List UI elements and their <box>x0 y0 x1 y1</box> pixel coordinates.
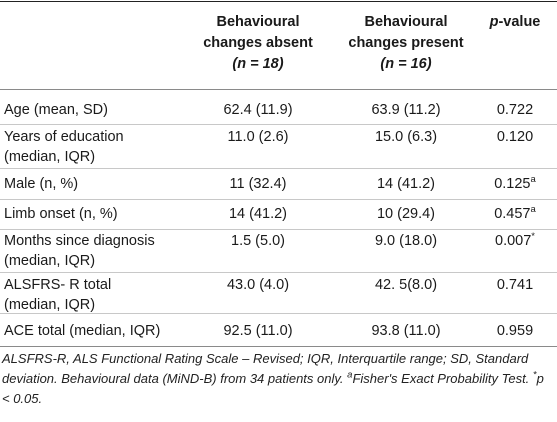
cell-present: 42. 5(8.0) <box>374 277 438 293</box>
cell-pvalue: 0.125a <box>474 174 556 194</box>
row-divider <box>0 199 557 200</box>
cell-pvalue: 0.741 <box>474 275 556 295</box>
header-present-line2: changes present <box>348 35 464 51</box>
header-present: Behavioural changes present (n = 16) <box>326 12 486 75</box>
header-pvalue-p: p <box>489 14 499 30</box>
row-label: ALSFRS- R total (median, IQR) <box>4 275 204 315</box>
row-label-line2: (median, IQR) <box>4 297 96 313</box>
cell-absent: 43.0 (4.0) <box>226 277 290 293</box>
row-divider <box>0 272 557 273</box>
pvalue-marker: * <box>531 231 535 243</box>
row-label-line1: ALSFRS- R total <box>4 277 112 293</box>
cell-present: 14 (41.2) <box>376 176 436 192</box>
header-absent-line2: changes absent <box>203 35 313 51</box>
cell-pvalue: 0.959 <box>474 321 556 341</box>
row-divider <box>0 313 557 314</box>
row-label-line1: Years of education <box>4 129 124 145</box>
table-footnote: ALSFRS-R, ALS Functional Rating Scale – … <box>2 349 555 409</box>
footnote-marker-star: * <box>532 369 537 381</box>
cell-absent: 62.4 (11.9) <box>223 102 293 118</box>
cell-absent: 92.5 (11.0) <box>223 323 293 339</box>
header-absent-n: (n = 18) <box>232 56 284 72</box>
header-bottom-rule <box>0 89 557 90</box>
footnote-abbreviations: ALSFRS-R, ALS Functional Rating Scale – … <box>2 351 529 386</box>
header-absent-line1: Behavioural <box>216 14 300 30</box>
row-label-line1: Age (mean, SD) <box>4 102 108 118</box>
pvalue-number: 0.959 <box>496 323 534 339</box>
pvalue-marker: a <box>530 204 536 216</box>
cell-absent: 14 (41.2) <box>228 206 288 222</box>
row-divider <box>0 168 557 169</box>
pvalue-number: 0.120 <box>496 129 534 145</box>
pvalue-number: 0.741 <box>496 277 534 293</box>
row-label-line1: Male (n, %) <box>4 176 79 192</box>
cell-absent: 11.0 (2.6) <box>227 129 289 145</box>
pvalue-number: 0.722 <box>496 102 534 118</box>
pvalue-number: 0.457 <box>494 206 531 222</box>
pvalue-number: 0.125 <box>494 176 531 192</box>
cell-absent: 1.5 (5.0) <box>231 233 285 249</box>
row-label: Age (mean, SD) <box>4 100 204 120</box>
row-label: Limb onset (n, %) <box>4 204 204 224</box>
table-bottom-rule <box>0 346 557 347</box>
row-label-line1: Months since diagnosis <box>4 233 155 249</box>
table-top-rule <box>0 1 557 2</box>
footnote-marker-a: a <box>347 369 353 381</box>
footnote-significance: p < 0.05. <box>2 371 544 406</box>
cell-present: 10 (29.4) <box>376 206 436 222</box>
cell-present: 93.8 (11.0) <box>371 323 441 339</box>
cell-present: 63.9 (11.2) <box>371 102 441 118</box>
footnote-fisher: Fisher's Exact Probability Test. <box>352 371 533 386</box>
row-label-line2: (median, IQR) <box>4 149 96 165</box>
header-present-n: (n = 16) <box>380 56 432 72</box>
cell-pvalue: 0.457a <box>474 204 556 224</box>
cell-pvalue: 0.722 <box>474 100 556 120</box>
row-label: Male (n, %) <box>4 174 204 194</box>
row-divider <box>0 229 557 230</box>
pvalue-marker: a <box>530 174 536 186</box>
cell-present: 9.0 (18.0) <box>374 233 438 249</box>
cell-absent: 11 (32.4) <box>229 176 287 192</box>
cell-present: 15.0 (6.3) <box>374 129 438 145</box>
cell-pvalue: 0.007* <box>474 231 556 251</box>
row-label-line2: (median, IQR) <box>4 253 96 269</box>
row-label: Years of education (median, IQR) <box>4 127 204 167</box>
row-label-line1: ACE total (median, IQR) <box>4 323 161 339</box>
header-absent: Behavioural changes absent (n = 18) <box>178 12 338 75</box>
row-label: ACE total (median, IQR) <box>4 321 204 341</box>
header-present-line1: Behavioural <box>364 14 448 30</box>
row-label-line1: Limb onset (n, %) <box>4 206 118 222</box>
cell-pvalue: 0.120 <box>474 127 556 147</box>
pvalue-number: 0.007 <box>495 233 532 249</box>
row-label: Months since diagnosis (median, IQR) <box>4 231 204 271</box>
header-pvalue-rest: -value <box>498 14 541 30</box>
header-pvalue: p-value <box>474 12 556 33</box>
row-divider <box>0 124 557 125</box>
